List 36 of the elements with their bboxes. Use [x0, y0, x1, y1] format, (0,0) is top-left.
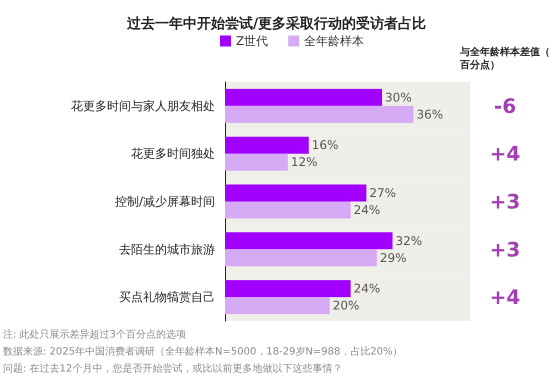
- bar: [225, 297, 330, 314]
- text: 与全年龄样本差值（百分点）: [459, 46, 550, 71]
- data-label: 30%: [385, 90, 412, 104]
- legend-label: 全年龄样本: [304, 34, 364, 48]
- bar: [225, 184, 366, 202]
- bar: [225, 154, 288, 171]
- y-tick-label: 花更多时间与家人朋友相处: [71, 98, 215, 113]
- data-label: 12%: [290, 155, 318, 170]
- text: -6: [494, 94, 516, 118]
- data-label: 16%: [312, 138, 338, 152]
- y-tick-label: 控制/减少屏幕时间: [114, 194, 215, 208]
- data-label: 29%: [380, 250, 406, 265]
- bar: [225, 249, 377, 266]
- data-label: 24%: [354, 282, 380, 296]
- source-note: 数据来源: 2025年中国消费者调研（全年龄样本N=5000，18-29岁N=988，占比20%）: [3, 346, 403, 358]
- y-tick-label: 买点礼物犒赏自己: [119, 290, 215, 304]
- bar: [225, 202, 351, 218]
- chart-title: 过去一年中开始尝试/更多采取行动的受访者占比: [126, 15, 426, 32]
- text: +4: [490, 142, 520, 166]
- text: +3: [490, 237, 520, 262]
- bar: [225, 280, 351, 298]
- text: 注: 此处只展示差异超过3个百分点的选项: [3, 328, 186, 340]
- bar: [225, 88, 382, 106]
- text: +3: [490, 190, 520, 214]
- data-label: 32%: [396, 234, 422, 248]
- y-tick-label: 花更多时间独处: [131, 146, 215, 161]
- bar: [225, 136, 309, 154]
- data-label: 27%: [369, 186, 396, 200]
- text: 问题: 在过去12个月中，您是否开始尝试，或比以前更多地做以下这些事情？: [3, 362, 342, 374]
- data-label: 24%: [354, 203, 380, 217]
- legend-label: Z世代: [236, 34, 268, 48]
- data-label: 20%: [332, 298, 360, 313]
- y-tick-label: 去陌生的城市旅游: [119, 242, 215, 256]
- text: +4: [490, 285, 520, 310]
- data-label: 36%: [416, 107, 444, 122]
- bar: [225, 232, 393, 250]
